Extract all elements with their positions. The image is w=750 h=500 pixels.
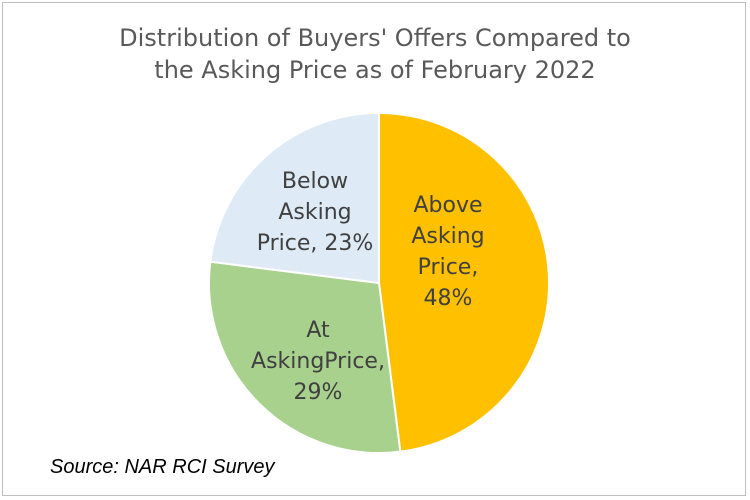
chart-title: Distribution of Buyers' Offers Compared … xyxy=(119,24,631,84)
slice-label-at-askingprice: At AskingPrice, 29% xyxy=(251,318,385,405)
pie-slice-above-asking-price xyxy=(378,111,550,453)
pie-slice-at-askingprice xyxy=(207,260,402,454)
source-note: Source: NAR RCI Survey xyxy=(50,456,275,478)
slice-label-above-asking-price: Above Asking Price, 48% xyxy=(411,193,484,311)
slice-label-below-asking-price: Below Asking Price, 23% xyxy=(257,169,374,256)
pie-slice-below-asking-price xyxy=(209,111,380,285)
